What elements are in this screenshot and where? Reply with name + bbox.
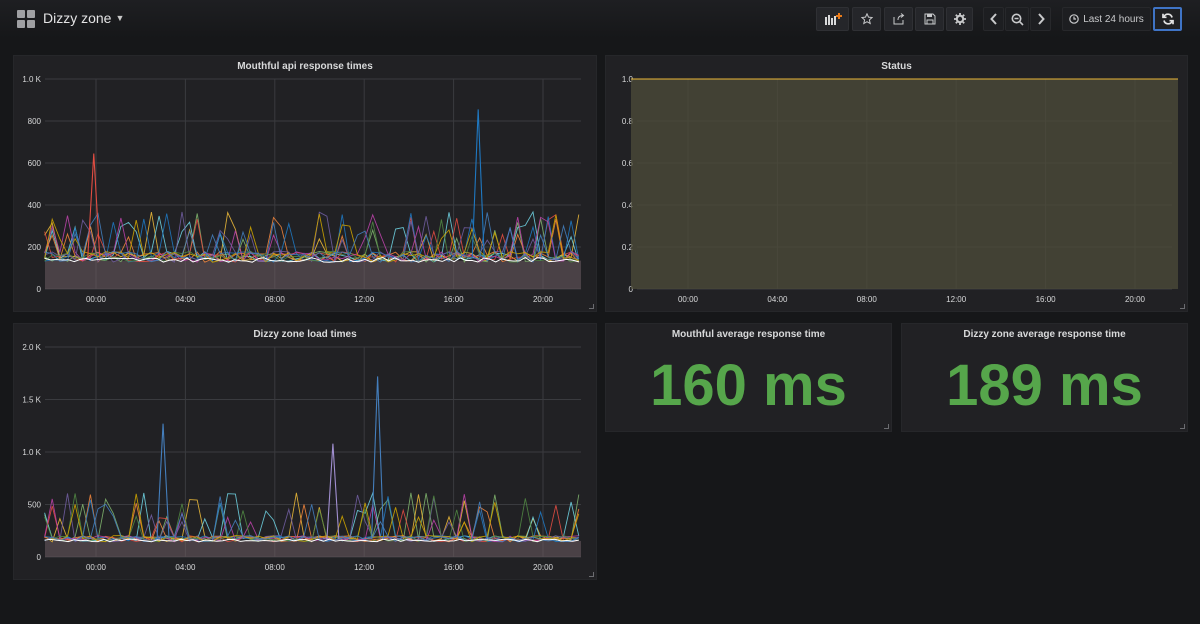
star-icon xyxy=(860,13,873,25)
time-range-label: Last 24 hours xyxy=(1083,13,1144,25)
dashboard-grid-icon[interactable] xyxy=(17,10,35,28)
spike-line xyxy=(87,153,101,258)
x-tick-label: 20:00 xyxy=(533,563,554,572)
clock-icon xyxy=(1069,14,1079,24)
y-tick-label: 2.0 K xyxy=(22,343,41,352)
series-line xyxy=(44,492,580,543)
time-forward-button[interactable] xyxy=(1030,7,1051,31)
spike-line xyxy=(371,376,385,540)
y-tick-label: 0.6 xyxy=(622,159,634,168)
y-tick-label: 1.0 xyxy=(622,75,634,84)
mouthful-avg-panel: Mouthful average response time 160 ms xyxy=(605,323,892,432)
series-fill-area xyxy=(45,260,581,289)
y-tick-label: 500 xyxy=(28,501,42,510)
y-tick-label: 200 xyxy=(28,243,42,252)
x-tick-label: 00:00 xyxy=(678,295,699,304)
resize-handle[interactable] xyxy=(589,304,594,309)
y-tick-label: 0.2 xyxy=(622,243,634,252)
x-tick-label: 16:00 xyxy=(1036,295,1057,304)
refresh-button[interactable] xyxy=(1153,7,1182,31)
series-line xyxy=(44,256,579,263)
x-tick-label: 04:00 xyxy=(767,295,788,304)
series-line xyxy=(44,494,580,543)
series-line xyxy=(44,213,579,263)
x-tick-label: 12:00 xyxy=(354,563,375,572)
x-tick-label: 00:00 xyxy=(86,295,107,304)
time-range-picker[interactable]: Last 24 hours xyxy=(1062,7,1151,31)
y-tick-label: 0 xyxy=(629,285,634,294)
star-button[interactable] xyxy=(852,7,881,31)
resize-handle[interactable] xyxy=(1180,424,1185,429)
y-tick-label: 400 xyxy=(28,201,42,210)
dizzy-avg-panel: Dizzy zone average response time 189 ms xyxy=(901,323,1188,432)
x-tick-label: 00:00 xyxy=(86,563,107,572)
zoom-out-button[interactable] xyxy=(1005,7,1029,31)
x-tick-label: 04:00 xyxy=(175,563,196,572)
panel-title[interactable]: Mouthful api response times xyxy=(237,61,373,72)
y-tick-label: 600 xyxy=(28,159,42,168)
dashboard-title-picker[interactable]: Dizzy zone ▼ xyxy=(43,10,124,26)
share-button[interactable] xyxy=(884,7,913,31)
load-times-panel: Dizzy zone load times 0 500 1.0 K 1.5 K 2.0 … xyxy=(13,323,597,580)
resize-handle[interactable] xyxy=(1180,304,1185,309)
resize-handle[interactable] xyxy=(589,572,594,577)
dizzy-avg-value: 189 ms xyxy=(946,353,1143,418)
mouthful-avg-value: 160 ms xyxy=(650,353,847,418)
x-tick-label: 12:00 xyxy=(946,295,967,304)
resize-handle[interactable] xyxy=(884,424,889,429)
y-tick-label: 1.0 K xyxy=(22,75,41,84)
refresh-icon xyxy=(1161,13,1174,25)
y-tick-label: 0.4 xyxy=(622,201,634,210)
x-tick-label: 04:00 xyxy=(175,295,196,304)
save-icon xyxy=(924,13,935,25)
status-panel: Status 0 0.2 0.4 0.6 0.8 1.0 00:00 04:00 08:00 12… xyxy=(605,55,1188,312)
x-tick-label: 16:00 xyxy=(444,563,465,572)
spike-line xyxy=(156,423,170,540)
y-tick-label: 800 xyxy=(28,117,42,126)
dashboard-title: Dizzy zone xyxy=(43,10,112,26)
share-icon xyxy=(893,13,904,25)
settings-button[interactable] xyxy=(946,7,973,31)
spike-line xyxy=(471,109,485,258)
api-response-chart[interactable]: 0 200 400 600 800 1.0 K 00:00 04:00 08:00 12:00 16… xyxy=(14,56,598,313)
y-tick-label: 1.5 K xyxy=(22,396,41,405)
panel-title[interactable]: Status xyxy=(881,61,912,72)
series-line xyxy=(44,493,580,543)
spike-line xyxy=(326,443,340,540)
y-tick-label: 0 xyxy=(37,553,42,562)
x-tick-label: 20:00 xyxy=(1125,295,1146,304)
y-tick-label: 0.8 xyxy=(622,117,634,126)
panel-title[interactable]: Dizzy zone average response time xyxy=(963,329,1126,340)
series-fill-area xyxy=(45,540,581,557)
api-response-panel: Mouthful api response times 0 200 400 600 80… xyxy=(13,55,597,312)
chevron-right-icon xyxy=(1037,13,1045,25)
caret-down-icon: ▼ xyxy=(115,13,125,23)
zoom-out-icon xyxy=(1011,13,1024,26)
x-tick-label: 12:00 xyxy=(354,295,375,304)
x-tick-label: 08:00 xyxy=(265,563,286,572)
add-panel-icon xyxy=(824,13,842,25)
y-tick-label: 0 xyxy=(37,285,42,294)
status-chart[interactable]: 0 0.2 0.4 0.6 0.8 1.0 00:00 04:00 08:00 12:00 16:0… xyxy=(606,56,1189,313)
x-tick-label: 08:00 xyxy=(265,295,286,304)
status-area xyxy=(631,79,1178,289)
series-line xyxy=(44,538,579,543)
add-panel-button[interactable] xyxy=(816,7,849,31)
time-back-button[interactable] xyxy=(983,7,1004,31)
series-line xyxy=(44,496,579,543)
x-tick-label: 08:00 xyxy=(857,295,878,304)
panel-title[interactable]: Mouthful average response time xyxy=(671,329,826,340)
chevron-left-icon xyxy=(989,13,997,25)
x-tick-label: 20:00 xyxy=(533,295,554,304)
load-times-chart[interactable]: 0 500 1.0 K 1.5 K 2.0 K 00:00 04:00 08:00 12:00 1… xyxy=(14,324,598,581)
panel-title[interactable]: Dizzy zone load times xyxy=(253,329,357,340)
top-navbar: Dizzy zone ▼ Last 24 hours xyxy=(0,0,1200,38)
settings-icon xyxy=(953,13,966,25)
series-line xyxy=(44,219,579,263)
x-tick-label: 16:00 xyxy=(444,295,465,304)
y-tick-label: 1.0 K xyxy=(22,448,41,457)
save-button[interactable] xyxy=(915,7,944,31)
